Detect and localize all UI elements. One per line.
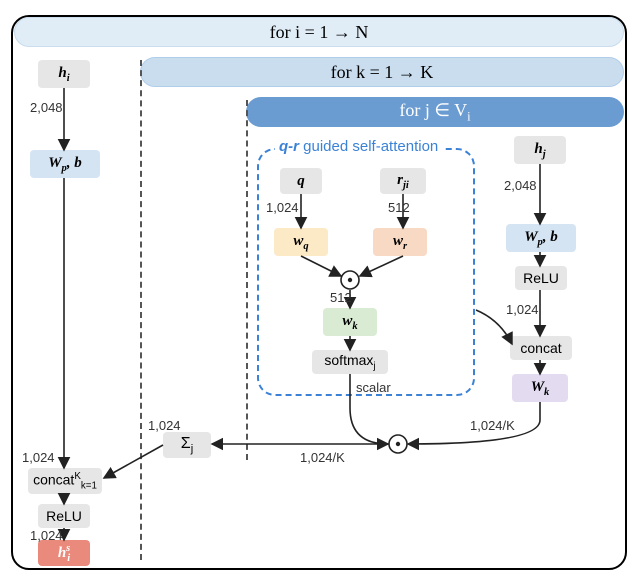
header-loop-i: for i = 1 → N: [14, 17, 624, 47]
dim-scalar: scalar: [356, 380, 391, 395]
dim-1024-concatK: 1,024: [22, 450, 55, 465]
dim-1024-sigma: 1,024: [148, 418, 181, 433]
node-Wk-big: Wk: [512, 374, 568, 402]
dim-2048-right: 2,048: [504, 178, 537, 193]
dim-1024K-left: 1,024/K: [300, 450, 345, 465]
node-wp-b-left: Wp, b: [30, 150, 100, 178]
header-loop-j-text: for j ∈ Vi: [399, 100, 470, 125]
node-concat-right: concat: [510, 336, 572, 360]
header-loop-j: for j ∈ Vi: [246, 97, 624, 127]
divider-2: [246, 100, 248, 460]
node-sigma: Σj: [163, 432, 211, 458]
attention-title: q-r guided self-attention: [275, 138, 442, 155]
dim-1024-q: 1,024: [266, 200, 299, 215]
node-hi: hi: [38, 60, 90, 88]
node-wp-b-right: Wp, b: [506, 224, 576, 252]
node-his: hsi: [38, 540, 90, 566]
header-loop-i-text: for i = 1 → N: [270, 22, 369, 43]
dim-2048-left: 2,048: [30, 100, 63, 115]
node-relu-left: ReLU: [38, 504, 90, 528]
header-loop-k-text: for k = 1 → K: [331, 62, 434, 83]
dim-512-r: 512: [388, 200, 410, 215]
node-q: q: [280, 168, 322, 194]
node-wk-small: wk: [323, 308, 377, 336]
dim-1024K-right: 1,024/K: [470, 418, 515, 433]
divider-1: [140, 60, 142, 560]
node-relu-right: ReLU: [515, 266, 567, 290]
dim-512-dot1: 512: [330, 290, 352, 305]
header-loop-k: for k = 1 → K: [140, 57, 624, 87]
node-rji: rji: [380, 168, 426, 194]
dim-1024-relu1: 1,024: [30, 528, 63, 543]
node-concat-k: concatKk=1: [28, 468, 102, 494]
node-wr: wr: [373, 228, 427, 256]
node-softmax: softmaxj: [312, 350, 388, 374]
dim-1024-relu2: 1,024: [506, 302, 539, 317]
node-wq: wq: [274, 228, 328, 256]
node-hj: hj: [514, 136, 566, 164]
